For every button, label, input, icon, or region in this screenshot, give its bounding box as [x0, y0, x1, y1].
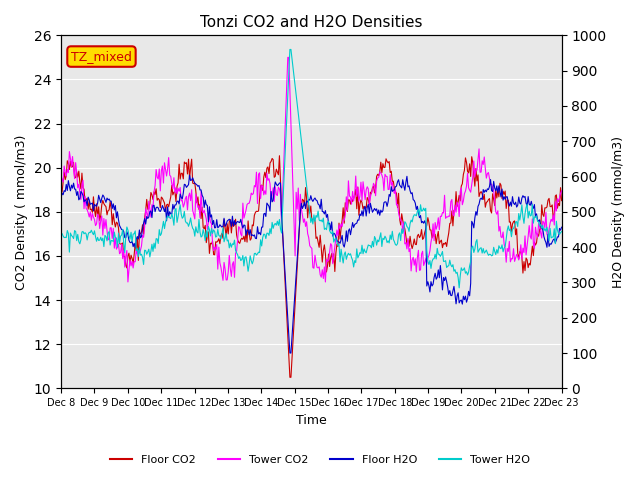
Floor H2O: [286, 350, 294, 356]
Floor CO2: [557, 198, 565, 204]
Tower CO2: [427, 239, 435, 245]
Legend: Floor CO2, Tower CO2, Floor H2O, Tower H2O: Floor CO2, Tower CO2, Floor H2O, Tower H…: [105, 451, 535, 469]
Floor CO2: [339, 205, 347, 211]
Tower CO2: [364, 184, 371, 190]
Tower CO2: [57, 173, 65, 179]
Floor H2O: [269, 197, 277, 203]
Y-axis label: H2O Density (mmol/m3): H2O Density (mmol/m3): [612, 136, 625, 288]
Tower H2O: [213, 233, 221, 239]
Tower CO2: [284, 55, 292, 60]
Tower H2O: [339, 253, 346, 259]
Text: TZ_mixed: TZ_mixed: [71, 50, 132, 63]
Floor CO2: [213, 239, 221, 245]
Line: Floor CO2: Floor CO2: [61, 156, 561, 377]
Tower H2O: [268, 219, 276, 225]
Tower H2O: [426, 258, 434, 264]
Tower CO2: [557, 188, 565, 194]
Tower H2O: [57, 230, 65, 236]
Floor H2O: [57, 195, 65, 201]
Tower CO2: [213, 241, 221, 247]
Tower CO2: [339, 217, 347, 223]
Tower H2O: [455, 285, 463, 291]
Tower H2O: [286, 47, 294, 52]
Floor CO2: [57, 190, 65, 195]
Floor CO2: [276, 153, 284, 158]
Line: Floor H2O: Floor H2O: [61, 175, 561, 353]
Tower H2O: [514, 224, 522, 229]
Floor H2O: [364, 204, 371, 210]
Tower CO2: [514, 253, 522, 259]
Tower CO2: [321, 279, 329, 285]
Floor H2O: [514, 203, 522, 208]
Floor H2O: [557, 224, 565, 230]
Floor CO2: [364, 194, 371, 200]
Floor CO2: [268, 156, 276, 161]
Floor H2O: [339, 242, 347, 248]
Floor H2O: [186, 172, 193, 178]
Floor CO2: [514, 250, 522, 256]
Title: Tonzi CO2 and H2O Densities: Tonzi CO2 and H2O Densities: [200, 15, 422, 30]
Floor H2O: [427, 279, 435, 285]
Line: Tower H2O: Tower H2O: [61, 49, 561, 288]
Line: Tower CO2: Tower CO2: [61, 58, 561, 282]
Y-axis label: CO2 Density ( mmol/m3): CO2 Density ( mmol/m3): [15, 134, 28, 289]
Tower H2O: [557, 228, 565, 234]
X-axis label: Time: Time: [296, 414, 326, 427]
Floor CO2: [427, 227, 435, 233]
Tower CO2: [268, 192, 276, 198]
Floor H2O: [214, 225, 221, 231]
Tower H2O: [362, 250, 370, 256]
Floor CO2: [286, 374, 294, 380]
